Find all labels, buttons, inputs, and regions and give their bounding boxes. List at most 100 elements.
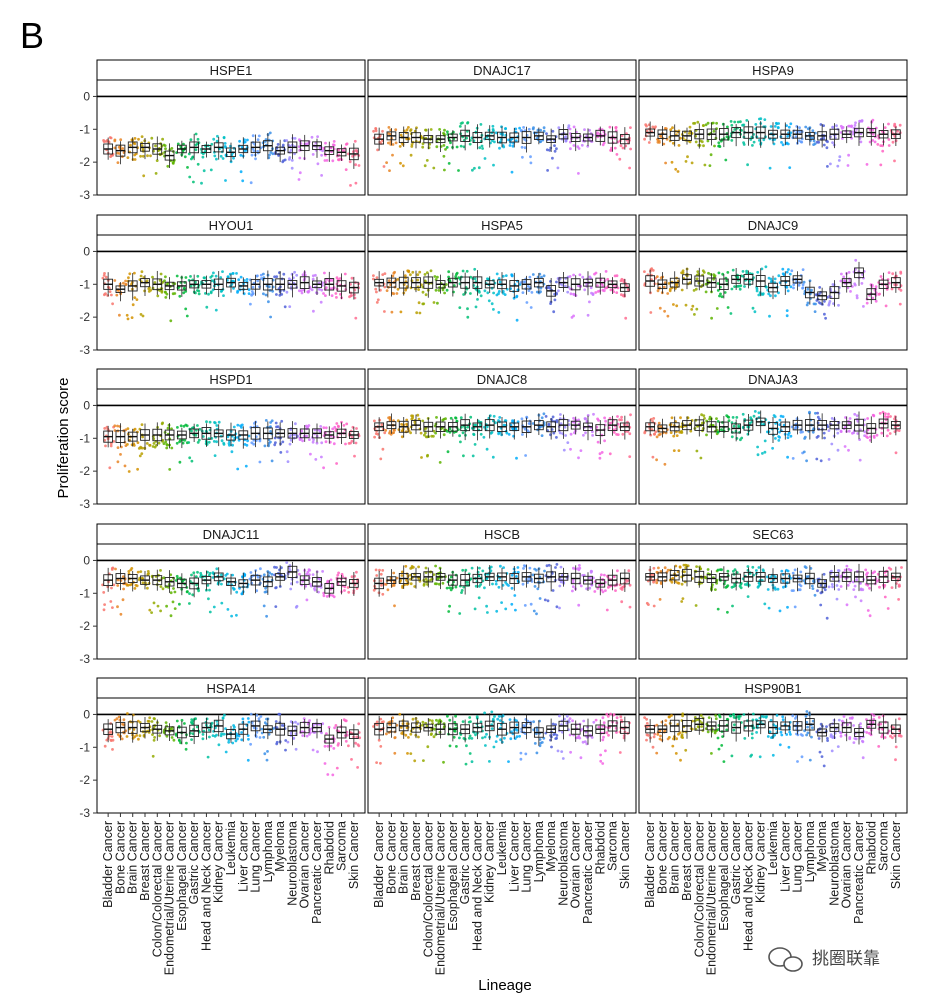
data-point [196, 424, 199, 427]
data-point [111, 154, 114, 157]
box-pancreatic-cancer [580, 128, 595, 148]
data-point [786, 569, 790, 573]
data-point [852, 588, 856, 591]
data-point [396, 278, 400, 281]
data-point [852, 132, 855, 136]
data-point [344, 739, 348, 743]
data-point [424, 566, 428, 570]
data-point [212, 440, 216, 443]
data-point [221, 716, 225, 720]
data-point [223, 142, 227, 145]
data-point [163, 144, 167, 148]
data-point [643, 137, 646, 141]
data-point [179, 439, 182, 442]
data-point [696, 120, 700, 124]
data-point [139, 274, 143, 278]
data-point [260, 727, 264, 731]
data-point [409, 153, 413, 157]
data-point [599, 278, 603, 282]
data-point [469, 415, 473, 419]
data-point [169, 591, 173, 595]
data-point [516, 288, 520, 292]
data-point [616, 415, 619, 418]
data-point [409, 129, 412, 133]
data-point [249, 742, 253, 746]
box-sarcoma [336, 142, 349, 172]
data-point [429, 128, 433, 131]
data-point [785, 270, 789, 274]
data-point [755, 569, 758, 572]
data-point [810, 288, 813, 292]
box-endometrial-uterine-cancer [163, 275, 177, 323]
data-point [738, 287, 742, 291]
data-point [457, 169, 460, 172]
data-point [533, 585, 537, 588]
data-point [461, 568, 465, 572]
data-point [191, 155, 195, 159]
data-point [251, 285, 255, 289]
data-point [154, 144, 157, 148]
data-point [813, 310, 817, 313]
data-point [759, 117, 763, 121]
data-point [746, 595, 750, 598]
data-point [275, 566, 278, 569]
data-point [586, 313, 590, 317]
data-point [743, 583, 747, 586]
data-point [201, 737, 205, 741]
data-point [429, 578, 433, 582]
box-sarcoma [876, 122, 891, 167]
data-point [742, 141, 745, 145]
data-point [494, 131, 498, 135]
data-point [159, 585, 163, 588]
data-point [420, 456, 423, 459]
data-point [687, 132, 691, 135]
data-point [706, 568, 710, 571]
data-point [690, 161, 694, 165]
data-point [388, 169, 391, 173]
data-point [119, 138, 123, 142]
data-point [473, 607, 477, 611]
data-point [571, 589, 574, 593]
data-point [231, 573, 235, 577]
data-point [563, 425, 567, 429]
data-point [806, 301, 810, 305]
data-point [479, 294, 483, 298]
box-ovarian-cancer [297, 134, 311, 181]
y-tick-label: -1 [79, 431, 90, 445]
data-point [423, 164, 427, 168]
data-point [540, 275, 543, 279]
data-point [707, 271, 710, 275]
data-point [305, 434, 308, 438]
data-point [822, 137, 826, 140]
data-point [219, 276, 223, 279]
data-point [312, 309, 315, 313]
data-point [320, 441, 324, 445]
data-point [141, 314, 145, 318]
data-point [466, 307, 469, 311]
data-point [671, 126, 674, 130]
data-point [224, 179, 227, 182]
data-point [298, 156, 302, 160]
data-point [308, 719, 311, 722]
data-point [442, 154, 446, 158]
data-point [274, 605, 278, 608]
data-point [757, 581, 761, 585]
data-point [649, 311, 653, 314]
data-point [895, 283, 898, 287]
y-tick-label: -2 [79, 464, 90, 478]
data-point [539, 286, 543, 290]
data-point [323, 744, 327, 748]
data-point [877, 293, 881, 296]
data-point [240, 426, 243, 429]
data-point [316, 750, 319, 754]
data-point [353, 293, 356, 297]
data-point [194, 143, 198, 147]
data-point [322, 466, 325, 470]
box-brain-cancer [398, 126, 411, 168]
data-point [572, 314, 575, 318]
data-point [173, 607, 177, 610]
data-point [137, 737, 140, 741]
data-point [147, 572, 151, 575]
data-point [436, 301, 439, 305]
data-point [320, 153, 323, 157]
